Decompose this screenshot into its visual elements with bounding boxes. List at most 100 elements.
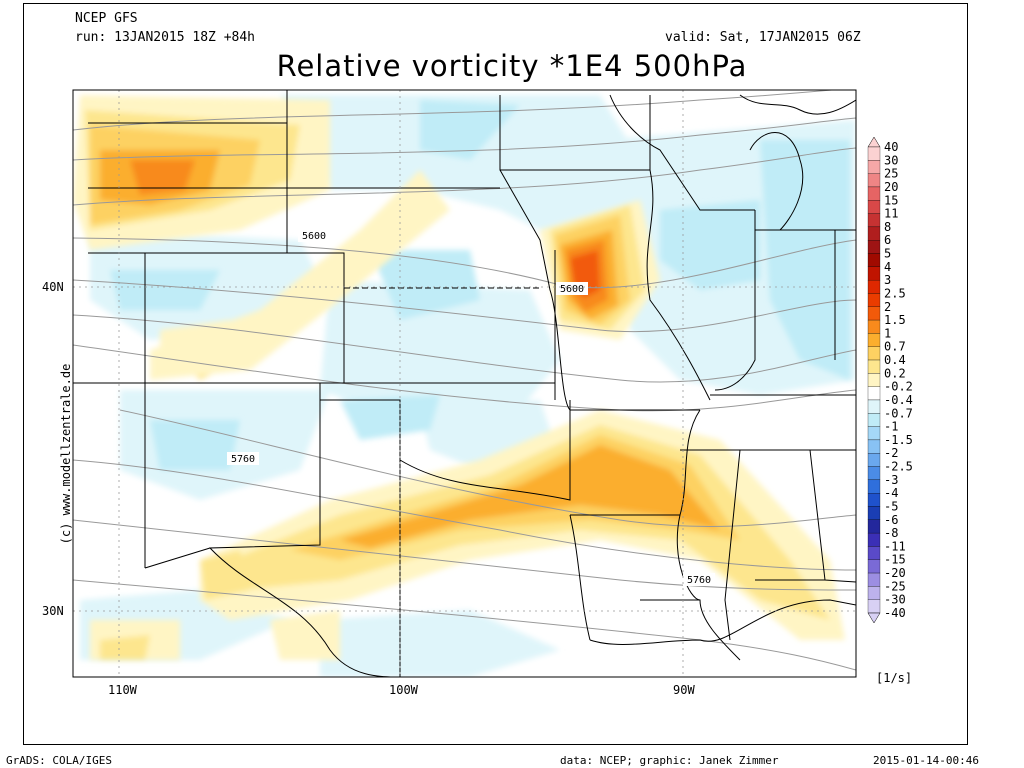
colorbar-swatch — [867, 386, 881, 401]
colorbar-level-label: -15 — [884, 553, 906, 567]
valid-time: valid: Sat, 17JAN2015 06Z — [665, 30, 861, 45]
colorbar-level-label: -2 — [884, 446, 898, 460]
colorbar-swatch — [867, 426, 881, 441]
colorbar-level-label: -6 — [884, 513, 898, 527]
figure-frame — [23, 3, 968, 745]
colorbar-level-label: -0.7 — [884, 406, 913, 420]
colorbar-level-label: 1.5 — [884, 313, 906, 327]
footer-timestamp: 2015-01-14-00:46 — [873, 754, 979, 767]
contour-label-5760-east: 5760 — [683, 573, 715, 586]
footer-software: GrADS: COLA/IGES — [6, 754, 112, 767]
contour-label-text: 5760 — [231, 454, 255, 465]
colorbar-swatch — [867, 373, 881, 387]
colorbar-level-label: 11 — [884, 207, 898, 221]
colorbar-swatch — [867, 186, 881, 201]
colorbar-swatch — [867, 319, 881, 334]
colorbar-level-label: 0.7 — [884, 340, 906, 354]
footer-credit: data: NCEP; graphic: Janek Zimmer — [560, 754, 779, 767]
colorbar-swatch — [867, 493, 881, 507]
lon-label-90w: 90W — [673, 683, 695, 697]
colorbar-level-label: 2 — [884, 300, 891, 314]
state-boundaries — [73, 90, 856, 677]
colorbar-swatch — [867, 599, 881, 614]
model-name: NCEP GFS — [75, 11, 138, 26]
colorbar-swatch — [867, 173, 881, 188]
lon-label-100w: 100W — [389, 683, 419, 697]
colorbar-swatch — [867, 586, 881, 600]
colorbar-unit: [1/s] — [876, 671, 913, 685]
vorticity-field: 5600 5600 5760 5760 — [73, 90, 856, 677]
colorbar-level-label: 0.2 — [884, 366, 906, 380]
contour-label-5760-west: 5760 — [227, 452, 259, 465]
negative-vorticity-mid — [110, 100, 850, 470]
map-title: Relative vorticity *1E4 500hPa — [276, 49, 748, 83]
colorbar-level-label: -0.4 — [884, 393, 913, 407]
colorbar-swatch — [867, 226, 881, 241]
colorbar-level-label: 30 — [884, 153, 898, 167]
colorbar-swatch — [867, 146, 881, 161]
colorbar-swatch — [867, 346, 881, 361]
lat-label-40n: 40N — [42, 280, 64, 294]
colorbar-swatch — [867, 479, 881, 494]
contour-labels: 5600 5600 5760 5760 — [227, 229, 715, 586]
colorbar: 403025201511865432.521.510.70.40.2-0.2-0… — [867, 136, 913, 624]
contour-label-5600-west: 5600 — [298, 229, 330, 242]
colorbar-level-label: -2.5 — [884, 460, 913, 474]
plot-border — [72, 89, 857, 678]
positive-vorticity — [73, 95, 845, 660]
colorbar-swatch — [867, 200, 881, 214]
colorbar-swatch — [867, 213, 881, 228]
colorbar-min-arrow — [867, 612, 881, 624]
colorbar-swatch — [867, 240, 881, 254]
colorbar-level-label: -1.5 — [884, 433, 913, 447]
colorbar-swatch — [867, 546, 881, 560]
run-info: run: 13JAN2015 18Z +84h — [75, 30, 256, 45]
colorbar-level-label: 8 — [884, 220, 891, 234]
colorbar-level-label: -4 — [884, 486, 898, 500]
colorbar-swatch — [867, 266, 881, 281]
colorbar-level-label: 2.5 — [884, 286, 906, 300]
colorbar-swatch — [867, 306, 881, 321]
colorbar-level-label: -8 — [884, 526, 898, 540]
graticule — [73, 90, 856, 677]
colorbar-level-label: 0.4 — [884, 353, 906, 367]
colorbar-max-arrow — [867, 136, 881, 148]
colorbar-swatch — [867, 532, 881, 547]
colorbar-level-label: -11 — [884, 539, 906, 553]
colorbar-swatch — [867, 453, 881, 467]
colorbar-swatch — [867, 519, 881, 534]
colorbar-swatch — [867, 333, 881, 347]
colorbar-level-label: -25 — [884, 579, 906, 593]
lat-label-30n: 30N — [42, 604, 64, 618]
colorbar-level-label: -3 — [884, 473, 898, 487]
colorbar-level-label: -30 — [884, 593, 906, 607]
lon-label-110w: 110W — [108, 683, 138, 697]
axis-labels: 110W 100W 90W 40N 30N — [42, 280, 695, 697]
colorbar-swatch — [867, 572, 881, 587]
colorbar-swatch — [867, 413, 881, 427]
colorbar-swatch — [867, 399, 881, 414]
colorbar-level-label: -20 — [884, 566, 906, 580]
colorbar-swatch — [867, 279, 881, 294]
colorbar-swatch — [867, 506, 881, 520]
colorbar-swatch — [867, 559, 881, 574]
contour-label-text: 5600 — [560, 284, 584, 295]
colorbar-level-label: 40 — [884, 140, 898, 154]
colorbar-level-label: 20 — [884, 180, 898, 194]
colorbar-level-label: -0.2 — [884, 380, 913, 394]
colorbar-swatch — [867, 253, 881, 267]
colorbar-swatch — [867, 439, 881, 454]
colorbar-level-label: 6 — [884, 233, 891, 247]
colorbar-level-label: 4 — [884, 260, 891, 274]
colorbar-level-label: -5 — [884, 499, 898, 513]
contour-label-text: 5760 — [687, 575, 711, 586]
colorbar-level-label: 15 — [884, 193, 898, 207]
colorbar-level-label: -1 — [884, 420, 898, 434]
colorbar-level-label: -40 — [884, 606, 906, 620]
colorbar-level-label: 1 — [884, 326, 891, 340]
colorbar-swatch — [867, 293, 881, 307]
geopotential-contours — [73, 90, 856, 671]
contour-label-5600-missouri: 5600 — [556, 282, 588, 295]
colorbar-level-label: 5 — [884, 247, 891, 261]
